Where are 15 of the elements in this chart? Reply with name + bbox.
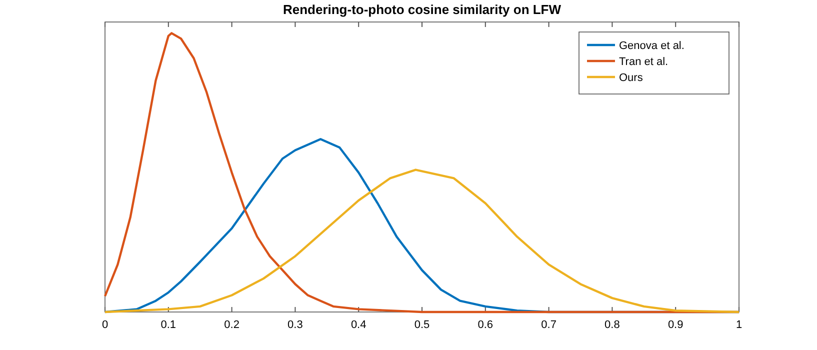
x-tick-label: 0.2 <box>224 319 240 331</box>
x-tick-label: 0.8 <box>604 319 620 331</box>
x-tick-label: 0.6 <box>478 319 494 331</box>
x-tick-label: 0 <box>102 319 108 331</box>
x-tick-label: 1 <box>736 319 742 331</box>
legend-label: Genova et al. <box>619 40 684 52</box>
x-tick-label: 0.4 <box>350 319 366 331</box>
x-tick-label: 0.7 <box>541 319 556 331</box>
x-tick-label: 0.1 <box>160 319 176 331</box>
x-tick-label: 0.5 <box>414 319 430 331</box>
chart-title: Rendering-to-photo cosine similarity on LFW <box>282 2 562 17</box>
x-tick-label: 0.3 <box>288 319 303 331</box>
legend-label: Tran et al. <box>619 56 668 68</box>
x-tick-label: 0.9 <box>668 319 684 331</box>
legend-label: Ours <box>619 72 644 84</box>
